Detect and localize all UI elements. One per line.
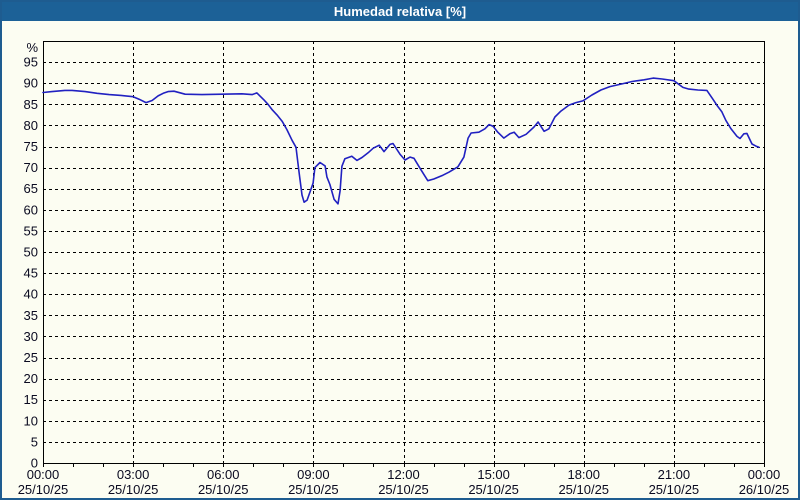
x-tick-date: 25/10/25 (288, 482, 339, 497)
y-tick-label: 95 (24, 55, 38, 70)
y-tick-label: 40 (24, 287, 38, 302)
y-tick-label: 80 (24, 118, 38, 133)
x-tick-date: 25/10/25 (108, 482, 159, 497)
x-tick-time: 12:00 (387, 467, 420, 482)
y-tick-label: 70 (24, 160, 38, 175)
y-tick-label: 20 (24, 371, 38, 386)
x-tick-time: 18:00 (567, 467, 600, 482)
humidity-line (42, 77, 760, 205)
x-tick-time: 03:00 (117, 467, 150, 482)
window-titlebar: Humedad relativa [%] (2, 2, 798, 21)
y-tick-label: 35 (24, 308, 38, 323)
y-tick-label: 65 (24, 181, 38, 196)
y-tick-label: 45 (24, 266, 38, 281)
x-tick-date: 26/10/25 (739, 482, 790, 497)
window-title: Humedad relativa [%] (333, 4, 467, 19)
x-tick-date: 25/10/25 (558, 482, 609, 497)
x-tick-date: 25/10/25 (378, 482, 429, 497)
y-tick-label: 10 (24, 413, 38, 428)
y-axis-unit-label: % (26, 40, 38, 55)
x-tick-time: 21:00 (658, 467, 691, 482)
y-tick-label: 0 (31, 456, 38, 471)
y-tick-label: 90 (24, 76, 38, 91)
x-tick-date: 25/10/25 (198, 482, 249, 497)
x-tick-date: 25/10/25 (18, 482, 69, 497)
x-tick-time: 00:00 (27, 467, 60, 482)
x-tick-date: 25/10/25 (468, 482, 519, 497)
plot-border (43, 41, 765, 464)
y-tick-label: 50 (24, 245, 38, 260)
x-tick-date: 25/10/25 (649, 482, 700, 497)
y-tick-label: 60 (24, 202, 38, 217)
y-tick-label: 30 (24, 329, 38, 344)
y-tick-label: 15 (24, 392, 38, 407)
x-tick-time: 00:00 (748, 467, 781, 482)
x-tick-time: 06:00 (207, 467, 240, 482)
x-tick-time: 09:00 (297, 467, 330, 482)
y-tick-label: 5 (31, 434, 38, 449)
y-tick-label: 75 (24, 139, 38, 154)
x-tick-time: 15:00 (477, 467, 510, 482)
y-tick-label: 85 (24, 97, 38, 112)
y-tick-label: 25 (24, 350, 38, 365)
y-tick-label: 55 (24, 223, 38, 238)
